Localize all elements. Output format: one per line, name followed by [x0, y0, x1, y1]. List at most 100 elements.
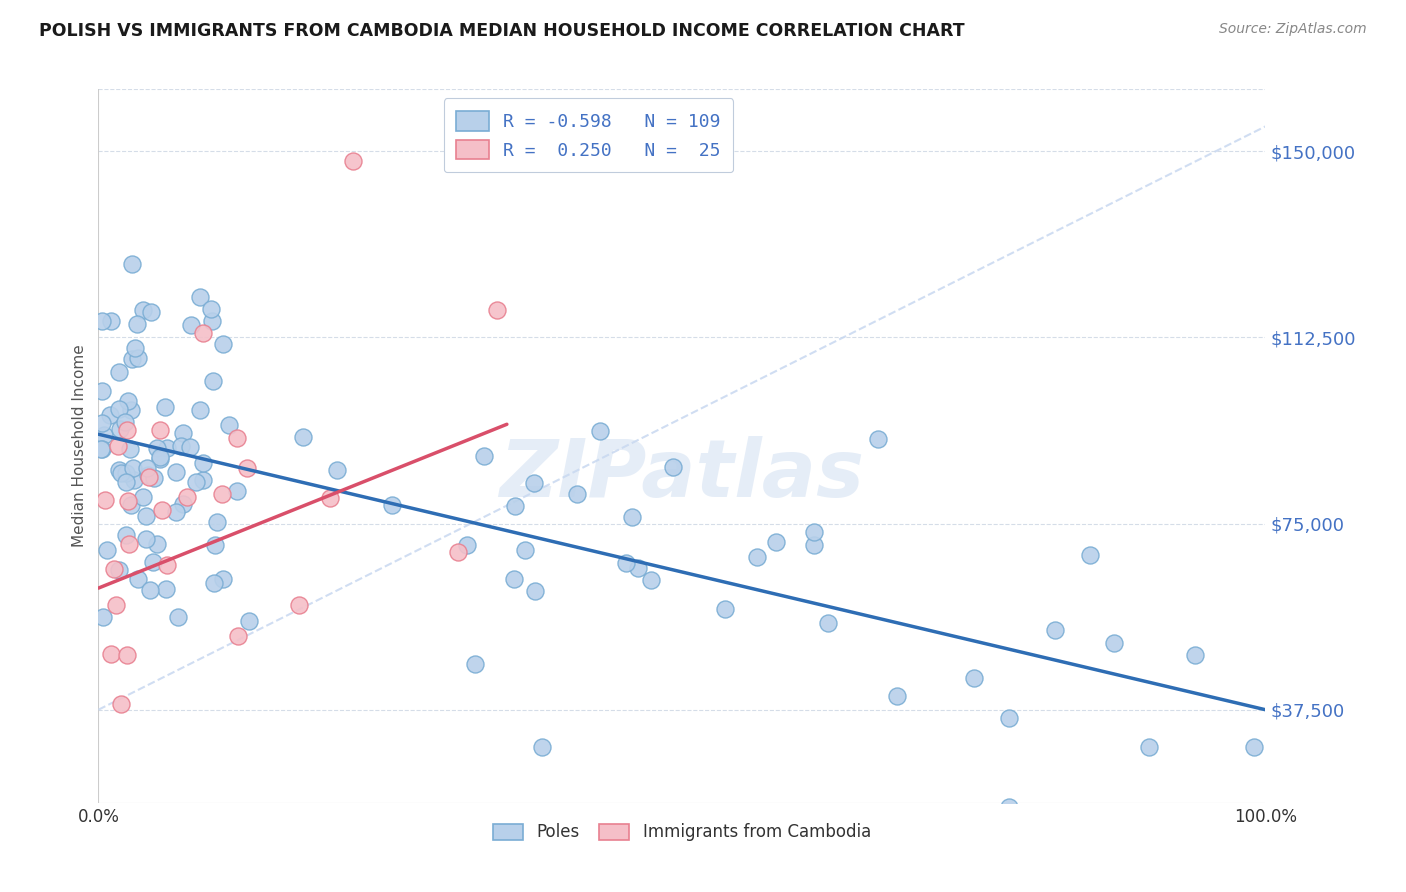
Point — [114, 528, 136, 542]
Point — [172, 497, 194, 511]
Point — [155, 582, 177, 597]
Point — [962, 671, 984, 685]
Point — [121, 257, 143, 271]
Point — [530, 739, 553, 754]
Point — [165, 465, 187, 479]
Point — [115, 648, 138, 662]
Point — [114, 415, 136, 429]
Point — [98, 408, 121, 422]
Point — [1243, 739, 1265, 754]
Point — [318, 491, 340, 505]
Point — [120, 442, 142, 457]
Point — [141, 304, 163, 318]
Point — [146, 441, 169, 455]
Point — [167, 610, 190, 624]
Point — [207, 515, 229, 529]
Point — [523, 476, 546, 491]
Point — [149, 423, 172, 437]
Point — [131, 303, 153, 318]
Point — [765, 535, 787, 549]
Point — [108, 401, 131, 416]
Point — [103, 562, 125, 576]
Point — [803, 538, 825, 552]
Point — [212, 572, 235, 586]
Point — [803, 525, 825, 540]
Point — [155, 401, 177, 415]
Point — [127, 572, 149, 586]
Y-axis label: Median Household Income: Median Household Income — [72, 344, 87, 548]
Point — [117, 423, 139, 437]
Point — [142, 556, 165, 570]
Point — [156, 441, 179, 455]
Point — [236, 461, 259, 475]
Point — [503, 572, 526, 586]
Point — [90, 314, 112, 328]
Point — [107, 439, 129, 453]
Point — [135, 532, 157, 546]
Point — [96, 543, 118, 558]
Point — [118, 537, 141, 551]
Point — [127, 351, 149, 366]
Point — [90, 384, 112, 398]
Point — [202, 374, 225, 388]
Point — [135, 461, 157, 475]
Point — [156, 558, 179, 572]
Point — [886, 689, 908, 703]
Point — [146, 537, 169, 551]
Point — [191, 326, 214, 340]
Point — [325, 463, 347, 477]
Point — [110, 697, 132, 711]
Point — [186, 475, 208, 489]
Point — [90, 442, 112, 456]
Point — [139, 582, 162, 597]
Point — [90, 442, 112, 456]
Point — [124, 341, 146, 355]
Point — [513, 543, 536, 558]
Point — [94, 492, 117, 507]
Point — [627, 560, 650, 574]
Point — [117, 394, 139, 409]
Point — [714, 602, 737, 616]
Point — [131, 490, 153, 504]
Text: POLISH VS IMMIGRANTS FROM CAMBODIA MEDIAN HOUSEHOLD INCOME CORRELATION CHART: POLISH VS IMMIGRANTS FROM CAMBODIA MEDIA… — [39, 22, 965, 40]
Point — [170, 439, 193, 453]
Point — [503, 499, 526, 513]
Point — [165, 505, 187, 519]
Point — [108, 365, 131, 379]
Point — [225, 431, 247, 445]
Point — [381, 498, 404, 512]
Point — [193, 473, 215, 487]
Point — [456, 538, 478, 552]
Point — [115, 466, 138, 480]
Point — [747, 549, 769, 564]
Point — [640, 573, 662, 587]
Point — [1137, 739, 1160, 754]
Point — [115, 475, 138, 490]
Point — [524, 583, 547, 598]
Point — [148, 452, 170, 467]
Text: ZIPatlas: ZIPatlas — [499, 435, 865, 514]
Point — [108, 422, 131, 436]
Point — [288, 599, 311, 613]
Point — [620, 509, 643, 524]
Point — [472, 449, 495, 463]
Point — [464, 657, 486, 672]
Point — [117, 494, 139, 508]
Point — [176, 490, 198, 504]
Point — [93, 428, 115, 442]
Text: Source: ZipAtlas.com: Source: ZipAtlas.com — [1219, 22, 1367, 37]
Point — [91, 610, 114, 624]
Point — [817, 616, 839, 631]
Point — [226, 483, 249, 498]
Point — [1184, 648, 1206, 662]
Point — [136, 468, 159, 483]
Legend: Poles, Immigrants from Cambodia: Poles, Immigrants from Cambodia — [486, 817, 877, 848]
Point — [125, 318, 148, 332]
Point — [90, 416, 112, 430]
Point — [104, 599, 127, 613]
Point — [997, 711, 1019, 725]
Point — [200, 301, 222, 316]
Point — [1080, 548, 1102, 562]
Point — [1045, 624, 1067, 638]
Point — [179, 440, 201, 454]
